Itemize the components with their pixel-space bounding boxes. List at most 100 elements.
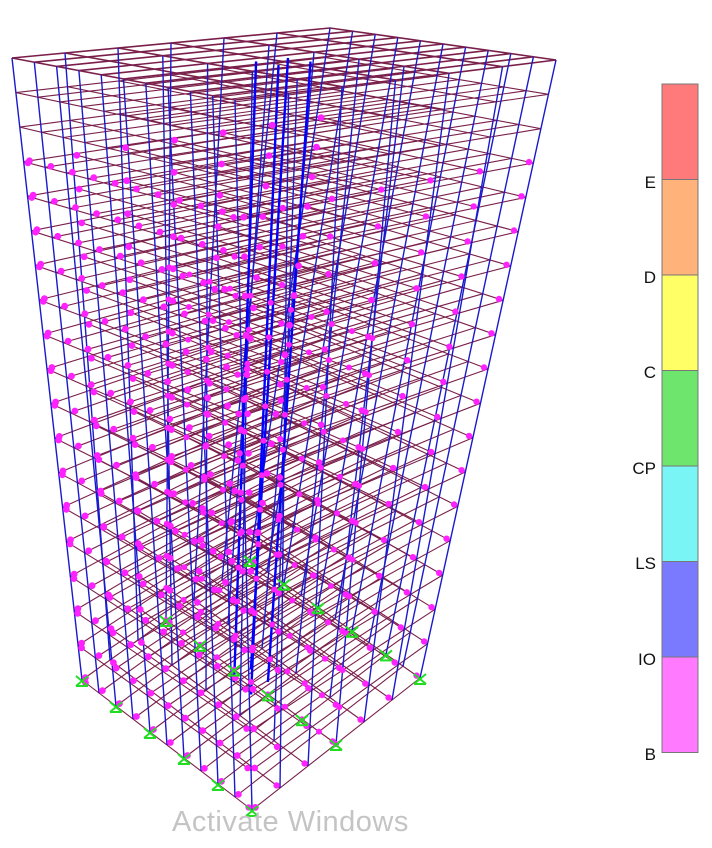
beam [69, 119, 288, 172]
support [261, 689, 275, 702]
column [205, 63, 209, 691]
hinge-marker [174, 565, 182, 572]
hinge-marker [47, 163, 55, 170]
hinge-marker [301, 420, 308, 427]
hinge-marker [325, 619, 331, 626]
hinge-marker [277, 358, 285, 366]
hinge-marker [234, 371, 241, 378]
hinge-marker [286, 321, 293, 329]
hinge-marker [111, 180, 119, 187]
hinge-marker [228, 557, 236, 565]
hinge-marker [90, 388, 98, 396]
hinge-marker [176, 196, 183, 204]
hinge-marker [201, 317, 209, 325]
hinge-marker [162, 340, 170, 348]
hinge-marker [290, 292, 298, 299]
hinge-marker [186, 424, 193, 431]
hinge-marker [427, 177, 434, 184]
hinge-marker [222, 324, 229, 332]
hinge-marker [340, 437, 346, 444]
beam [135, 573, 313, 691]
beam [246, 336, 442, 420]
hinge-marker [247, 292, 254, 299]
hinge-marker [151, 480, 159, 488]
hinge-marker [123, 177, 131, 185]
support [345, 626, 359, 638]
hinge-marker [180, 629, 186, 636]
hinge-marker [323, 308, 330, 315]
hinge-marker [122, 144, 129, 152]
hinge-marker [323, 392, 330, 399]
support [211, 779, 225, 791]
hinge-marker [257, 506, 263, 513]
legend-d-band [661, 179, 699, 276]
hinge-marker [233, 332, 240, 339]
hinge-marker [139, 580, 147, 588]
support [329, 739, 343, 751]
hinge-marker [167, 739, 174, 746]
hinge-marker [36, 263, 43, 271]
hinge-marker [216, 191, 224, 199]
hinge-marker [268, 440, 275, 448]
hinge-marker [57, 267, 65, 275]
hinge-marker [168, 361, 176, 369]
hinge-marker [385, 694, 392, 701]
hinge-marker [275, 628, 282, 635]
column [351, 47, 467, 631]
hinge-marker [160, 628, 168, 636]
beam [133, 507, 316, 616]
central-core [232, 57, 312, 695]
beam [124, 244, 331, 314]
hinge-marker [198, 575, 205, 582]
hinge-marker [271, 586, 278, 593]
hinge-marker [51, 198, 58, 205]
hinge-marker [72, 204, 79, 211]
hinge-marker [169, 329, 176, 337]
hinge-marker [92, 617, 99, 625]
beam [276, 32, 503, 68]
hinge-marker [268, 121, 276, 129]
beam [79, 254, 286, 326]
hinge-marker [122, 325, 129, 333]
hinge-marker [315, 500, 322, 507]
column [193, 37, 225, 601]
hinge-marker [170, 201, 178, 208]
hinge-marker [317, 114, 325, 121]
hinge-marker [170, 168, 178, 176]
hinge-marker [54, 232, 62, 240]
hinge-marker [355, 444, 362, 451]
hinge-marker [179, 272, 187, 280]
hinge-marker [225, 441, 233, 449]
hinge-marker [251, 610, 258, 617]
hinge-marker [435, 569, 443, 577]
hinge-marker [399, 392, 406, 400]
hinge-marker [231, 253, 238, 260]
beam [218, 131, 435, 182]
hinge-marker [197, 689, 205, 697]
hinge-marker [244, 764, 251, 772]
hinge-marker [70, 575, 78, 582]
hinge-marker [232, 713, 240, 721]
legend-c-band [661, 274, 699, 371]
hinge-marker [172, 527, 180, 535]
hinge-marker [273, 551, 280, 558]
hinge-marker [204, 394, 212, 402]
hinge-marker [332, 701, 339, 708]
hinge-marker [158, 591, 165, 599]
hinge-marker [95, 456, 103, 463]
hinge-marker [234, 457, 242, 464]
hinge-marker [331, 546, 337, 553]
hinge-marker [222, 579, 229, 586]
hinge-marker [278, 281, 286, 289]
hinge-marker [32, 228, 39, 236]
hinge-marker [289, 597, 296, 604]
column [33, 62, 100, 694]
hinge-marker [75, 185, 83, 193]
hinge-marker [309, 572, 316, 579]
hinge-marker [303, 384, 310, 391]
hinge-marker [119, 289, 127, 296]
hinge-marker [131, 441, 139, 448]
hinge-marker [307, 608, 314, 615]
hinge-marker [273, 743, 281, 751]
hinge-marker [195, 567, 203, 575]
